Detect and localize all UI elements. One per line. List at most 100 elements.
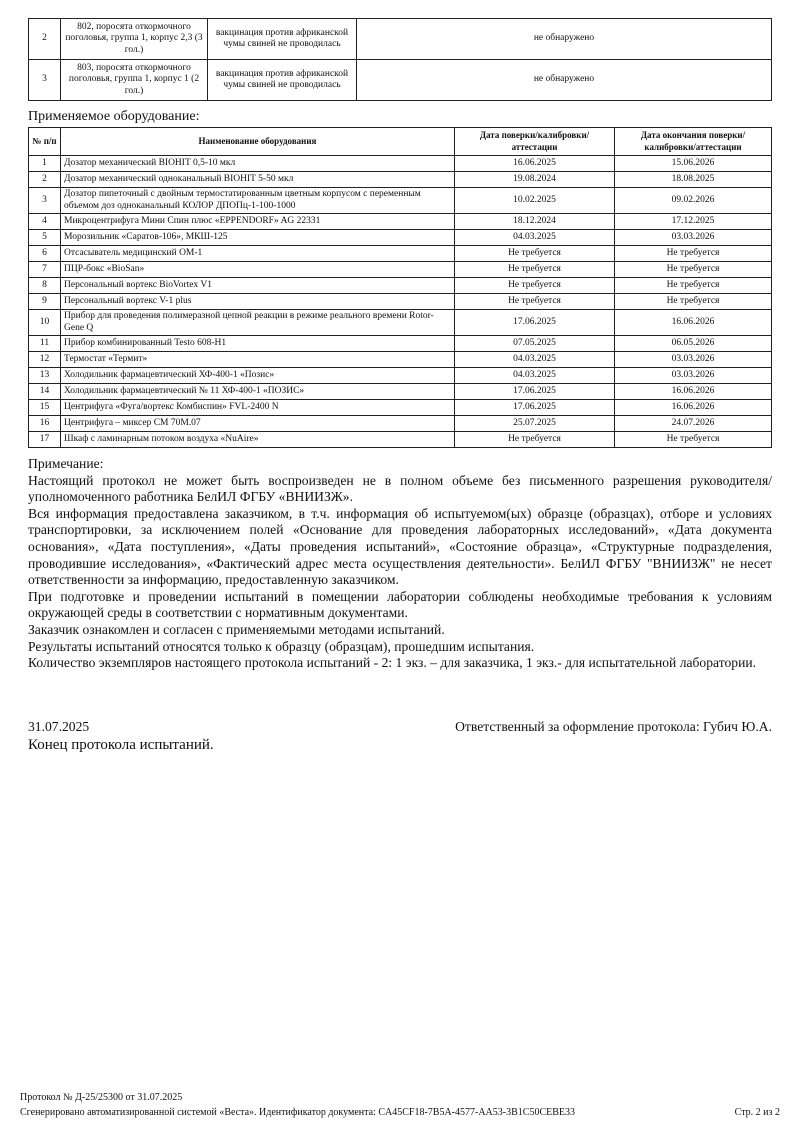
cell-equipment-name: Холодильник фармацевтический ХФ-400-1 «П… — [60, 367, 455, 384]
protocol-end: Конец протокола испытаний. — [28, 737, 214, 753]
cell-calibration-date: 17.06.2025 — [454, 399, 615, 416]
cell-number: 2 — [28, 171, 61, 188]
table-row: 13 Холодильник фармацевтический ХФ-400-1 … — [28, 367, 772, 384]
cell-calibration-date: Не требуется — [454, 245, 615, 262]
table-row: 12 Термостат «Термит» 04.03.2025 03.03.2026 — [28, 351, 772, 368]
cell-number: 12 — [28, 351, 61, 368]
cell-number: 5 — [28, 229, 61, 246]
cell-expiry-date: Не требуется — [614, 431, 772, 448]
footer-generated: Сгенерировано автоматизированной системо… — [20, 1107, 575, 1118]
cell-number: 3 — [28, 187, 61, 214]
cell-calibration-date: Не требуется — [454, 293, 615, 310]
table-row: 4 Микроцентрифуга Мини Спин плюс «EPPENDO… — [28, 213, 772, 230]
cell-equipment-name: Персональный вортекс BioVortex V1 — [60, 277, 455, 294]
cell-expiry-date: 03.03.2026 — [614, 367, 772, 384]
cell-calibration-date: 18.12.2024 — [454, 213, 615, 230]
table-row: 7 ПЦР-бокс «BioSan» Не требуется Не требует… — [28, 261, 772, 278]
note-paragraph: Количество экземпляров настоящего проток… — [28, 655, 757, 671]
table-row: 5 Морозильник «Саратов-106», МКШ-125 04.03… — [28, 229, 772, 246]
cell-expiry-date: 15.06.2026 — [614, 155, 772, 172]
note-paragraph: Заказчик ознакомлен и согласен с применя… — [28, 621, 445, 637]
cell-calibration-date: 25.07.2025 — [454, 415, 615, 432]
cell-result: не обнаружено — [356, 59, 772, 101]
cell-equipment-name: Прибор комбинированный Testo 608-H1 — [60, 335, 455, 352]
cell-expiry-date: 18.08.2025 — [614, 171, 772, 188]
table-row: 3 Дозатор пипеточный с двойным термостати… — [28, 187, 772, 214]
cell-calibration-date: 17.06.2025 — [454, 383, 615, 400]
equipment-section-title: Применяемое оборудование: — [28, 109, 200, 124]
notes: Примечание: Настоящий протокол не может б… — [28, 456, 772, 672]
cell-expiry-date: 16.06.2026 — [614, 309, 772, 336]
cell-expiry-date: 03.03.2026 — [614, 351, 772, 368]
cell-calibration-date: Не требуется — [454, 431, 615, 448]
cell-sample: 803, поросята откормочного поголовья, гр… — [60, 59, 208, 101]
table-row: 17 Шкаф с ламинарным потоком воздуха «NuA… — [28, 431, 772, 448]
cell-calibration-date: 10.02.2025 — [454, 187, 615, 214]
cell-equipment-name: Микроцентрифуга Мини Спин плюс «EPPENDOR… — [60, 213, 455, 230]
cell-expiry-date: Не требуется — [614, 293, 772, 310]
table-row: 1 Дозатор механический BIOHIT 0,5-10 мкл 1… — [28, 155, 772, 172]
cell-calibration-date: 04.03.2025 — [454, 367, 615, 384]
cell-number: 9 — [28, 293, 61, 310]
header-number: № п/п — [28, 127, 61, 156]
cell-calibration-date: 07.05.2025 — [454, 335, 615, 352]
table-row: 8 Персональный вортекс BioVortex V1 Не тре… — [28, 277, 772, 294]
cell-expiry-date: 16.06.2026 — [614, 383, 772, 400]
cell-number: 6 — [28, 245, 61, 262]
cell-expiry-date: Не требуется — [614, 261, 772, 278]
note-paragraph: Вся информация предоставлена заказчиком,… — [28, 505, 772, 588]
header-name: Наименование оборудования — [60, 127, 455, 156]
cell-expiry-date: Не требуется — [614, 245, 772, 262]
table-row: 2 Дозатор механический одноканальный BIOH… — [28, 171, 772, 188]
cell-equipment-name: Центрифуга – миксер CM 70M.07 — [60, 415, 455, 432]
cell-expiry-date: 06.05.2026 — [614, 335, 772, 352]
cell-equipment-name: Дозатор пипеточный с двойным термостатир… — [60, 187, 455, 214]
equipment-table: № п/п Наименование оборудования Дата пов… — [28, 127, 772, 448]
cell-calibration-date: 04.03.2025 — [454, 351, 615, 368]
cell-calibration-date: Не требуется — [454, 261, 615, 278]
cell-equipment-name: Дозатор механический BIOHIT 0,5-10 мкл — [60, 155, 455, 172]
cell-equipment-name: Дозатор механический одноканальный BIOHI… — [60, 171, 455, 188]
cell-sample: 802, поросята откормочного поголовья, гр… — [60, 18, 208, 60]
cell-equipment-name: Отсасыватель медицинский ОМ-1 — [60, 245, 455, 262]
cell-equipment-name: Центрифуга «Фуга/вортекс Комбиспин» FVL-… — [60, 399, 455, 416]
footer-protocol: Протокол № Д-25/25300 от 31.07.2025 — [20, 1092, 183, 1103]
cell-calibration-date: 17.06.2025 — [454, 309, 615, 336]
results-table: 2 802, поросята откормочного поголовья, г… — [28, 18, 772, 101]
cell-number: 11 — [28, 335, 61, 352]
table-row: 14 Холодильник фармацевтический № 11 ХФ-4… — [28, 383, 772, 400]
cell-equipment-name: ПЦР-бокс «BioSan» — [60, 261, 455, 278]
cell-number: 8 — [28, 277, 61, 294]
footer-page: Стр. 2 из 2 — [734, 1107, 780, 1118]
cell-number: 15 — [28, 399, 61, 416]
cell-expiry-date: 24.07.2026 — [614, 415, 772, 432]
cell-expiry-date: Не требуется — [614, 277, 772, 294]
note-paragraph: Настоящий протокол не может быть воспрои… — [28, 472, 772, 505]
table-row: 9 Персональный вортекс V-1 plus Не требует… — [28, 293, 772, 310]
table-row: 6 Отсасыватель медицинский ОМ-1 Не требует… — [28, 245, 772, 262]
cell-n: 2 — [28, 18, 61, 60]
cell-result: не обнаружено — [356, 18, 772, 60]
note-paragraph: При подготовке и проведении испытаний в … — [28, 588, 772, 621]
cell-expiry-date: 09.02.2026 — [614, 187, 772, 214]
cell-number: 4 — [28, 213, 61, 230]
cell-number: 14 — [28, 383, 61, 400]
cell-number: 16 — [28, 415, 61, 432]
cell-equipment-name: Морозильник «Саратов-106», МКШ-125 — [60, 229, 455, 246]
responsible-person: Ответственный за оформление протокола: Г… — [455, 719, 772, 734]
note-paragraph: Результаты испытаний относятся только к … — [28, 638, 535, 654]
cell-vaccination: вакцинация против африканской чумы свине… — [207, 59, 357, 101]
cell-number: 7 — [28, 261, 61, 278]
cell-equipment-name: Холодильник фармацевтический № 11 ХФ-400… — [60, 383, 455, 400]
table-row: 11 Прибор комбинированный Testo 608-H1 07.… — [28, 335, 772, 352]
cell-vaccination: вакцинация против африканской чумы свине… — [207, 18, 357, 60]
table-row: 3 803, поросята откормочного поголовья, г… — [28, 59, 772, 101]
cell-number: 10 — [28, 309, 61, 336]
cell-equipment-name: Персональный вортекс V-1 plus — [60, 293, 455, 310]
notes-heading: Примечание: — [28, 456, 104, 471]
cell-number: 1 — [28, 155, 61, 172]
cell-calibration-date: 04.03.2025 — [454, 229, 615, 246]
cell-calibration-date: 16.06.2025 — [454, 155, 615, 172]
cell-expiry-date: 17.12.2025 — [614, 213, 772, 230]
protocol-date: 31.07.2025 — [28, 719, 90, 734]
